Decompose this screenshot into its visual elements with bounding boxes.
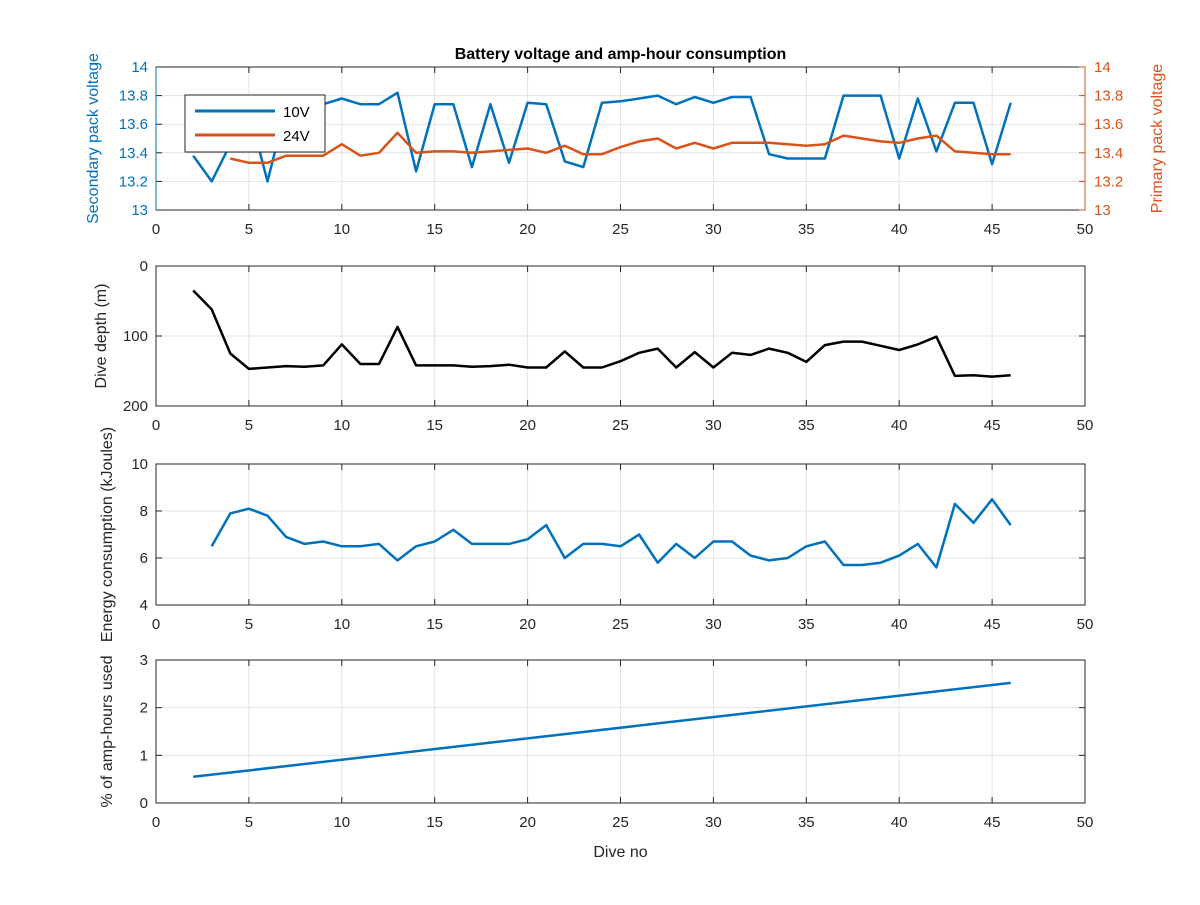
x-tick-label: 45 — [984, 417, 1001, 434]
subplot-3 — [155, 463, 1086, 606]
x-tick-label: 45 — [984, 221, 1001, 238]
x-tick-label: 20 — [519, 221, 536, 238]
x-tick-label: 40 — [891, 616, 908, 633]
y-tick-label: 2 — [140, 700, 148, 717]
x-tick-label: 40 — [891, 221, 908, 238]
x-tick-label: 20 — [519, 616, 536, 633]
x-tick-label: 35 — [798, 616, 815, 633]
series-line — [193, 681, 1011, 779]
x-tick-label: 5 — [245, 616, 253, 633]
y-tick-label: 10 — [131, 456, 148, 473]
series-line — [210, 498, 1012, 569]
y-tick-label: 13 — [131, 202, 148, 219]
x-tick-label: 10 — [333, 417, 350, 434]
y-tick-label: 0 — [140, 795, 148, 812]
x-tick-label: 5 — [245, 417, 253, 434]
x-tick-label: 30 — [705, 221, 722, 238]
y2-axis-label: Primary pack voltage — [1149, 64, 1166, 213]
y-tick-label: 100 — [123, 328, 148, 345]
y-tick-label: 13.4 — [119, 145, 148, 162]
y-axis-label: Energy consumption (kJoules) — [99, 427, 116, 642]
x-tick-label: 40 — [891, 417, 908, 434]
y-tick-label: 4 — [140, 597, 148, 614]
legend-label-24v: 24V — [283, 128, 310, 145]
x-tick-label: 10 — [333, 616, 350, 633]
x-tick-label: 5 — [245, 221, 253, 238]
y-axis-label: Secondary pack voltage — [85, 53, 102, 224]
x-tick-label: 35 — [798, 417, 815, 434]
y-tick-label: 13.2 — [119, 173, 148, 190]
y-tick-label: 8 — [140, 503, 148, 520]
x-tick-label: 10 — [333, 221, 350, 238]
x-tick-label: 25 — [612, 814, 629, 831]
chart-title: Battery voltage and amp-hour consumption — [455, 46, 787, 63]
x-tick-label: 20 — [519, 814, 536, 831]
x-tick-label: 45 — [984, 814, 1001, 831]
y2-tick-label: 14 — [1094, 59, 1111, 76]
y-tick-label: 3 — [140, 652, 148, 669]
x-tick-label: 15 — [426, 417, 443, 434]
x-tick-label: 35 — [798, 814, 815, 831]
x-tick-label: 30 — [705, 616, 722, 633]
subplot-4 — [155, 659, 1086, 804]
legend-label-10v: 10V — [283, 104, 310, 121]
x-axis-label: Dive no — [593, 844, 647, 861]
x-tick-label: 30 — [705, 417, 722, 434]
y-tick-label: 200 — [123, 398, 148, 415]
y2-tick-label: 13.8 — [1094, 88, 1123, 105]
legend-box — [184, 94, 326, 153]
y2-tick-label: 13.6 — [1094, 116, 1123, 133]
x-tick-label: 15 — [426, 814, 443, 831]
x-tick-label: 45 — [984, 616, 1001, 633]
x-tick-label: 0 — [152, 221, 160, 238]
series-line-24v — [230, 131, 1011, 165]
y2-tick-label: 13.2 — [1094, 173, 1123, 190]
x-tick-label: 25 — [612, 616, 629, 633]
x-tick-label: 50 — [1077, 221, 1094, 238]
x-tick-label: 10 — [333, 814, 350, 831]
series-line-10v — [192, 91, 1012, 183]
x-tick-label: 0 — [152, 814, 160, 831]
subplot-2 — [155, 265, 1086, 407]
y2-tick-label: 13 — [1094, 202, 1111, 219]
x-tick-label: 15 — [426, 616, 443, 633]
x-tick-label: 30 — [705, 814, 722, 831]
x-tick-label: 25 — [612, 417, 629, 434]
x-tick-label: 20 — [519, 417, 536, 434]
y-tick-label: 6 — [140, 550, 148, 567]
x-tick-label: 50 — [1077, 814, 1094, 831]
x-tick-label: 0 — [152, 616, 160, 633]
x-tick-label: 35 — [798, 221, 815, 238]
y-axis-label: % of amp-hours used — [99, 655, 116, 807]
y-tick-label: 14 — [131, 59, 148, 76]
y-tick-label: 13.8 — [119, 88, 148, 105]
x-tick-label: 50 — [1077, 417, 1094, 434]
x-tick-label: 25 — [612, 221, 629, 238]
y-tick-label: 13.6 — [119, 116, 148, 133]
x-tick-label: 50 — [1077, 616, 1094, 633]
x-tick-label: 0 — [152, 417, 160, 434]
y-tick-label: 1 — [140, 747, 148, 764]
y-tick-label: 0 — [140, 258, 148, 275]
x-tick-label: 40 — [891, 814, 908, 831]
series-line — [192, 289, 1011, 378]
x-tick-label: 5 — [245, 814, 253, 831]
y2-tick-label: 13.4 — [1094, 145, 1123, 162]
x-tick-label: 15 — [426, 221, 443, 238]
y-axis-label: Dive depth (m) — [93, 284, 110, 389]
